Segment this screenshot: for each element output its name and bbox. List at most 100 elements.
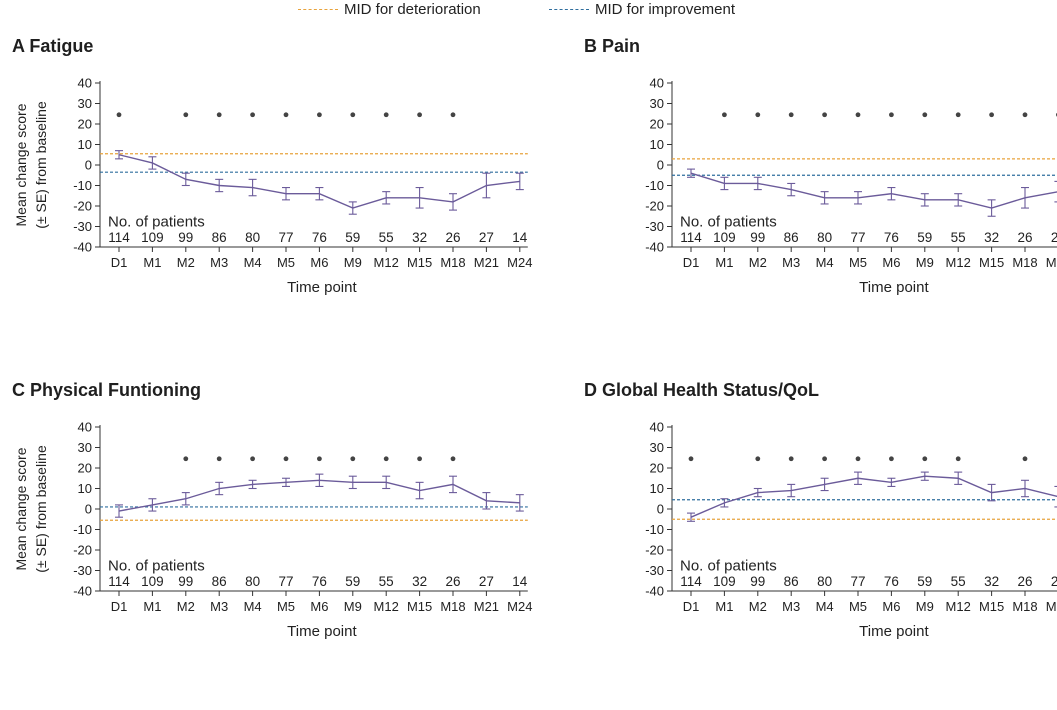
n-patients-value: 27: [479, 574, 494, 589]
y-tick-label: 10: [78, 481, 92, 496]
x-tick-label: M1: [143, 255, 161, 270]
x-tick-label: M24: [507, 599, 532, 614]
chart-svg: 40 30 20 10 0 -10 -20 -30 -40 D1 M1 M2 M3 M4 M5 M6 M9 M12…: [645, 420, 1057, 640]
x-axis-label: Time point: [287, 279, 357, 296]
y-tick-label: -30: [645, 219, 664, 234]
y-tick-label: 30: [650, 96, 664, 111]
panel-title: A Fatigue: [12, 36, 94, 56]
n-patients-value: 99: [178, 230, 193, 245]
panel-title: C Physical Funtioning: [12, 380, 202, 400]
significance-dot: [1022, 112, 1028, 118]
y-tick-label: -30: [73, 219, 92, 234]
n-patients-value: 26: [445, 574, 460, 589]
y-axis-label: Mean change score: [13, 447, 29, 570]
significance-dot: [788, 456, 794, 462]
y-tick-label: 30: [650, 440, 664, 455]
x-tick-label: D1: [111, 599, 128, 614]
n-patients-value: 59: [345, 574, 360, 589]
significance-dot: [317, 456, 322, 462]
x-tick-label: M2: [749, 599, 767, 614]
significance-dot: [250, 112, 256, 118]
n-patients-value: 77: [850, 574, 865, 589]
n-patients-value: 114: [108, 230, 130, 245]
x-tick-label: M5: [849, 255, 867, 270]
y-axis-label: Mean change score: [13, 103, 29, 226]
significance-dot: [417, 112, 422, 118]
panel-global-health-status: D Global Health Status/QoL 40 30 20 10 0 -10 -…: [584, 380, 1057, 710]
y-tick-label: 20: [650, 461, 664, 476]
significance-dot: [350, 456, 356, 462]
significance-dot: [788, 112, 794, 118]
significance-dot: [216, 456, 222, 462]
y-tick-label: 0: [85, 502, 92, 517]
chart-svg: 40 30 20 10 0 -10 -20 -30 -40 D1 M1 M2 M3 M4 M5 M6 M9 M12…: [645, 76, 1057, 296]
legend-swatch-improvement: [549, 8, 589, 10]
n-patients-value: 26: [1017, 230, 1032, 245]
x-axis-label: Time point: [287, 623, 357, 640]
n-patients-label: No. of patients: [108, 213, 205, 230]
n-patients-value: 109: [141, 230, 164, 245]
significance-dot: [889, 456, 894, 462]
panel-pain: B Pain 40 30 20 10 0 -10 -20 -30 -40 D1 M1 M2 M3 M4 M5…: [584, 36, 1057, 366]
y-tick-label: 40: [78, 420, 92, 435]
y-tick-label: -40: [73, 584, 92, 599]
significance-dot: [722, 112, 727, 118]
y-axis-label: (± SE) from baseline: [33, 101, 49, 229]
x-tick-label: M2: [177, 255, 195, 270]
n-patients-label: No. of patients: [108, 557, 205, 574]
x-tick-label: M18: [1012, 255, 1037, 270]
significance-dot: [216, 112, 222, 118]
y-tick-label: -40: [645, 584, 664, 599]
x-axis-label: Time point: [859, 623, 929, 640]
n-patients-value: 80: [245, 230, 260, 245]
x-tick-label: M3: [782, 255, 800, 270]
y-tick-label: -20: [73, 543, 92, 558]
n-patients-value: 114: [108, 574, 130, 589]
y-tick-label: 10: [650, 481, 664, 496]
n-patients-value: 86: [784, 574, 799, 589]
x-tick-label: M12: [374, 255, 399, 270]
x-tick-label: M9: [916, 599, 934, 614]
significance-dot: [350, 112, 356, 118]
y-tick-label: 30: [78, 96, 92, 111]
n-patients-value: 86: [212, 230, 227, 245]
significance-dot: [755, 456, 761, 462]
significance-dot: [1022, 456, 1028, 462]
x-axis-label: Time point: [859, 279, 929, 296]
significance-dot: [955, 456, 961, 462]
n-patients-value: 59: [345, 230, 360, 245]
n-patients-value: 77: [278, 574, 293, 589]
x-tick-label: D1: [111, 255, 128, 270]
significance-dot: [417, 456, 422, 462]
legend-label-improvement: MID for improvement: [595, 1, 736, 18]
y-tick-label: -20: [645, 199, 664, 214]
y-tick-label: -40: [645, 240, 664, 255]
significance-dot: [922, 456, 928, 462]
n-patients-value: 55: [951, 230, 966, 245]
y-tick-label: 20: [78, 461, 92, 476]
n-patients-value: 26: [445, 230, 460, 245]
x-tick-label: M18: [440, 599, 465, 614]
x-tick-label: M3: [210, 255, 228, 270]
x-tick-label: M4: [244, 255, 262, 270]
n-patients-value: 27: [1051, 230, 1057, 245]
x-tick-label: M21: [1046, 255, 1057, 270]
x-tick-label: M2: [177, 599, 195, 614]
n-patients-value: 59: [917, 574, 932, 589]
x-tick-label: D1: [683, 255, 700, 270]
significance-dot: [283, 456, 289, 462]
n-patients-value: 99: [178, 574, 193, 589]
significance-dot: [250, 456, 256, 462]
x-tick-label: D1: [683, 599, 700, 614]
n-patients-value: 27: [479, 230, 494, 245]
y-tick-label: -20: [73, 199, 92, 214]
n-patients-value: 80: [817, 230, 832, 245]
n-patients-value: 114: [680, 230, 702, 245]
n-patients-value: 76: [884, 574, 899, 589]
legend-swatch-deterioration: [298, 8, 338, 10]
significance-dot: [688, 456, 694, 462]
panel-fatigue: A Fatigue Mean change score (± SE) from b…: [12, 36, 532, 366]
x-tick-label: M6: [310, 599, 328, 614]
x-tick-label: M12: [946, 599, 971, 614]
y-tick-label: -30: [73, 563, 92, 578]
